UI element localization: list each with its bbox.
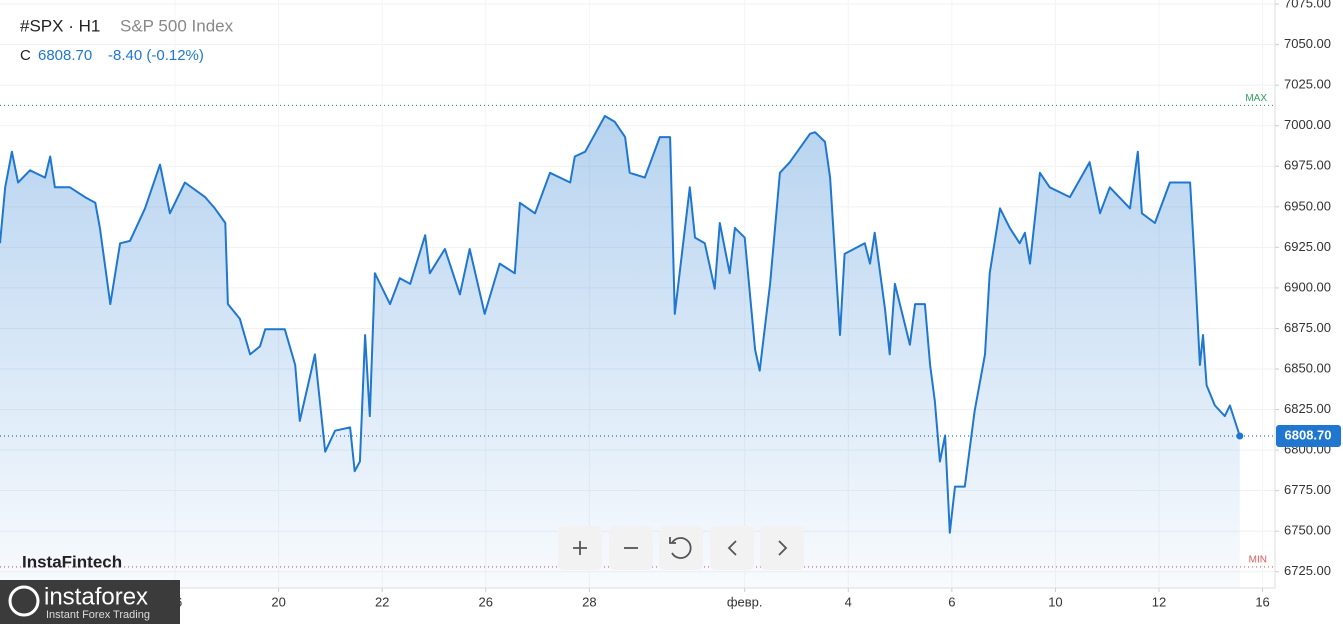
last-price-label: 6808.70 [1285,427,1332,442]
watermark: InstaFintech [22,552,122,571]
last-point [1236,432,1244,440]
y-tick-label: 6900.00 [1284,279,1331,294]
toolbar [558,526,804,570]
annotation-label: MAX [1245,93,1267,104]
x-tick-label: 12 [1152,594,1166,609]
price-line [0,115,1241,534]
area-fill [0,116,1240,588]
close-change: -8.40 (-0.12%) [108,47,204,64]
x-tick-label: 4 [845,594,852,609]
symbol: #SPX · H1 [20,16,100,35]
y-tick-label: 6750.00 [1284,523,1331,538]
y-tick-label: 6725.00 [1284,563,1331,578]
x-tick-label: 22 [375,594,389,609]
close-value: 6808.70 [38,47,92,64]
logo-icon [8,585,40,617]
zoom-out-button[interactable] [609,526,653,570]
logo: instaforex Instant Forex Trading [0,580,180,624]
reset-button[interactable] [659,526,703,570]
y-tick-label: 6975.00 [1284,158,1331,173]
logo-text: instaforex [44,583,148,610]
y-tick-label: 7075.00 [1284,0,1331,10]
scroll-left-button[interactable] [710,526,754,570]
scroll-right-button[interactable] [760,526,804,570]
y-tick-label: 6875.00 [1284,320,1331,335]
x-tick-label: 28 [582,594,596,609]
y-tick-label: 6825.00 [1284,401,1331,416]
x-tick-label: 16 [1255,594,1269,609]
x-tick-label: 6 [948,594,955,609]
close-prefix: C [20,47,31,64]
y-tick-label: 7000.00 [1284,117,1331,132]
zoom-in-button[interactable] [558,526,602,570]
y-tick-label: 7050.00 [1284,36,1331,51]
x-tick-label: 26 [479,594,493,609]
y-tick-label: 7025.00 [1284,77,1331,92]
y-tick-label: 6850.00 [1284,360,1331,375]
x-tick-label: 10 [1048,594,1062,609]
logo-subtext: Instant Forex Trading [46,609,150,621]
annotation-label: MIN [1249,555,1267,566]
y-tick-label: 6925.00 [1284,239,1331,254]
x-tick-label: февр. [727,594,763,609]
y-tick-label: 6950.00 [1284,198,1331,213]
x-tick-label: 20 [271,594,285,609]
last-price-badge [1276,425,1341,448]
instrument-name: S&P 500 Index [120,16,234,35]
y-tick-label: 6775.00 [1284,482,1331,497]
